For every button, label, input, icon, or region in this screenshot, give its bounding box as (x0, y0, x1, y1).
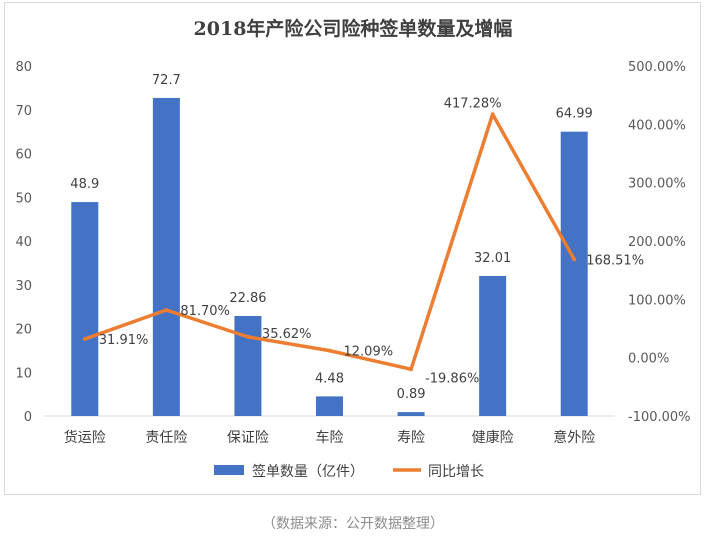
bar-data-label: 64.99 (556, 107, 593, 122)
y-left-tick-label: 30 (15, 279, 32, 294)
y-left-tick-label: 10 (15, 366, 32, 381)
growth-point (572, 257, 577, 262)
y-right-tick-label: 100.00% (628, 293, 686, 308)
growth-point (245, 334, 250, 339)
legend-bar-label: 签单数量（亿件） (252, 463, 364, 480)
y-left-tick-label: 50 (15, 191, 32, 206)
growth-point (327, 348, 332, 353)
bar (316, 396, 343, 416)
y-left-tick-label: 60 (15, 148, 32, 163)
y-right-tick-label: 400.00% (628, 118, 686, 133)
y-left-tick-label: 40 (15, 235, 32, 250)
y-left-tick-label: 20 (15, 323, 32, 338)
y-left-tick-label: 70 (15, 104, 32, 119)
bar (397, 412, 425, 416)
legend-bar-swatch (214, 465, 244, 475)
bar (152, 97, 180, 416)
x-category-label: 意外险 (553, 429, 595, 446)
bar-data-label: 48.9 (70, 177, 99, 192)
line-data-label: 35.62% (262, 327, 312, 342)
line-data-label: 12.09% (344, 345, 394, 360)
x-category-label: 健康险 (472, 429, 514, 446)
x-category-label: 责任险 (145, 430, 187, 446)
growth-point (490, 112, 495, 117)
bar-data-label: 32.01 (474, 251, 511, 266)
legend-line-label: 同比增长 (428, 464, 484, 480)
line-data-label: 81.70% (180, 304, 230, 319)
bar (71, 202, 99, 416)
bar-data-label: 72.7 (152, 73, 181, 88)
line-data-label: 31.91% (99, 333, 149, 348)
chart-title: 2018年产险公司险种签单数量及增幅 (193, 18, 513, 40)
line-data-label: -19.86% (425, 371, 479, 386)
growth-point (409, 367, 414, 372)
source-note: （数据来源：公开数据整理） (262, 516, 444, 532)
bar-data-label: 4.48 (315, 371, 344, 386)
y-right-tick-label: 500.00% (628, 60, 686, 75)
bar (479, 275, 507, 416)
y-right-tick-label: 300.00% (628, 177, 686, 192)
bar (560, 131, 588, 416)
y-left-tick-label: 80 (15, 60, 32, 75)
bar (234, 315, 262, 416)
y-right-tick-label: -100.00% (628, 410, 691, 425)
growth-point (82, 337, 87, 342)
y-right-tick-label: 200.00% (628, 235, 686, 250)
bar-data-label: 22.86 (229, 291, 266, 306)
x-category-label: 寿险 (397, 429, 425, 446)
x-category-label: 车险 (316, 429, 344, 446)
x-category-label: 货运险 (64, 429, 106, 446)
x-category-label: 保证险 (227, 430, 269, 446)
bar-data-label: 0.89 (397, 387, 426, 402)
growth-point (164, 308, 169, 313)
line-data-label: 168.51% (586, 253, 644, 268)
y-right-tick-label: 0.00% (628, 352, 669, 367)
y-left-tick-label: 0 (24, 410, 32, 425)
chart-svg: 0 10 20 30 40 50 60 70 80 -100.00% 0.00% 100.00% 200… (15, 60, 691, 480)
line-data-label: 417.28% (444, 96, 502, 111)
